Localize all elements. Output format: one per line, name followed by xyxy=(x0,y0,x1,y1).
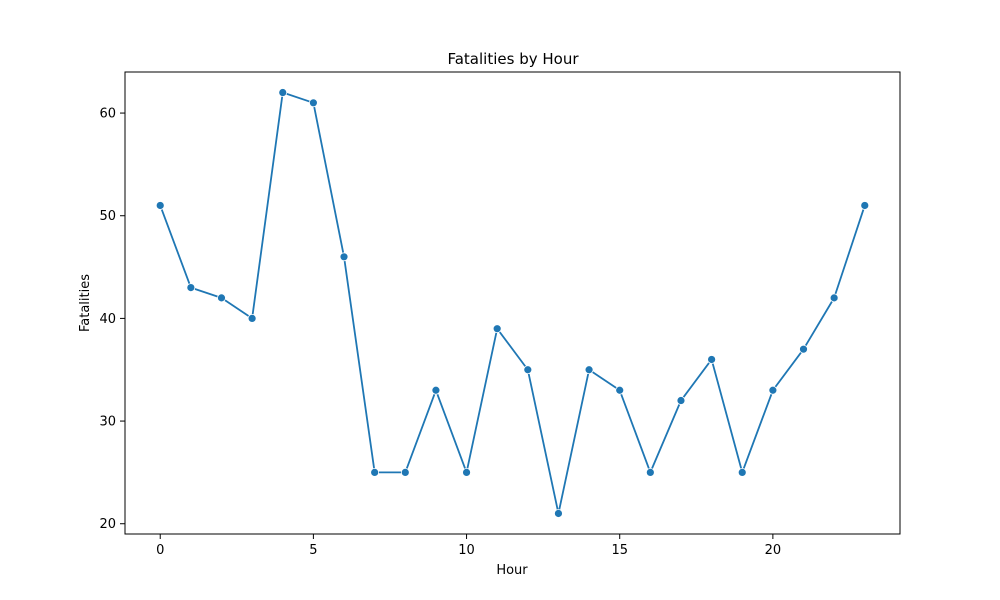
data-point xyxy=(186,283,196,293)
data-point xyxy=(247,313,257,323)
data-point xyxy=(676,396,686,405)
x-tick-label: 10 xyxy=(458,543,475,558)
x-tick-label: 0 xyxy=(156,543,164,558)
data-point xyxy=(155,201,165,210)
data-point xyxy=(339,252,349,262)
x-tick-label: 5 xyxy=(309,543,317,558)
y-tick-label: 50 xyxy=(99,209,116,224)
x-axis-label: Hour xyxy=(496,563,528,578)
series-line xyxy=(159,91,866,515)
x-tick-label: 15 xyxy=(611,543,628,558)
data-point xyxy=(799,344,808,354)
data-point xyxy=(737,467,747,477)
data-point xyxy=(768,385,778,395)
data-point xyxy=(492,324,502,334)
data-point xyxy=(308,98,318,108)
data-point xyxy=(370,467,380,477)
data-point xyxy=(707,355,717,364)
y-tick-label: 30 xyxy=(99,415,116,430)
data-point xyxy=(278,88,288,97)
data-point xyxy=(431,385,441,395)
data-point xyxy=(217,293,226,303)
data-point xyxy=(645,467,655,477)
data-point xyxy=(615,385,625,395)
y-tick-label: 40 xyxy=(99,312,116,327)
data-point xyxy=(584,365,594,375)
x-axis: 0 5 10 15 20 xyxy=(156,534,781,558)
y-tick-label: 20 xyxy=(99,517,116,532)
y-tick-label: 60 xyxy=(99,107,116,122)
data-point xyxy=(829,293,839,303)
data-point xyxy=(462,467,471,477)
data-point xyxy=(523,365,533,375)
plot-area-frame xyxy=(124,71,901,535)
y-axis: 20 30 40 50 60 xyxy=(99,107,125,532)
data-point xyxy=(554,509,563,518)
x-tick-label: 20 xyxy=(765,543,782,558)
data-point xyxy=(400,467,410,477)
data-point xyxy=(860,201,870,210)
y-axis-label: Fatalities xyxy=(78,274,93,332)
series-layer xyxy=(155,88,870,518)
chart-title: Fatalities by Hour xyxy=(447,50,579,68)
